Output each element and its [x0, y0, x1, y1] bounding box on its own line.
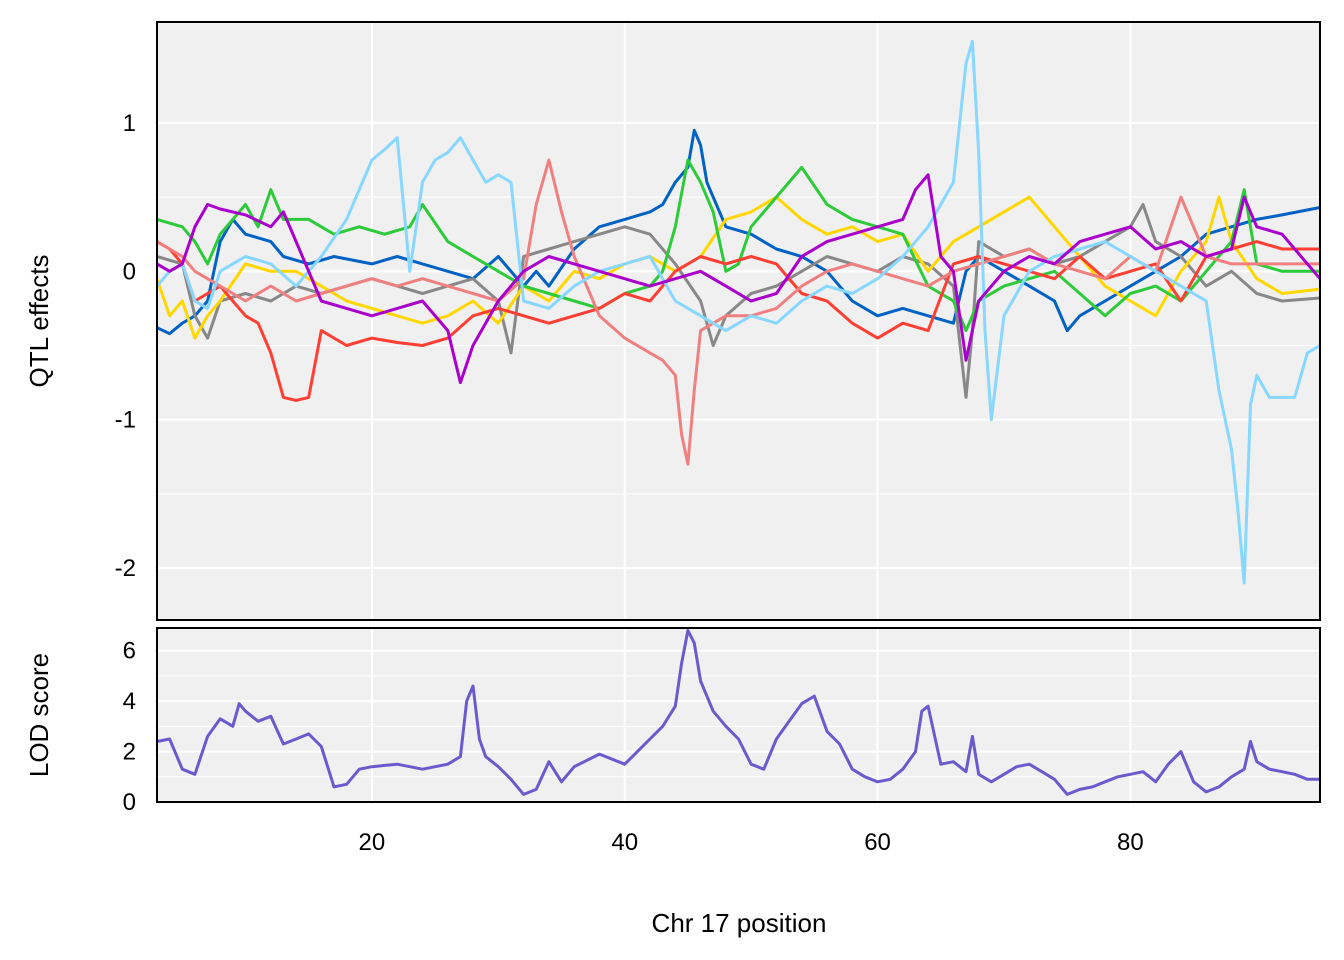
- lod-panel: 0 2 4 6 20 40 60 80 LOD score Chr 17 position: [24, 627, 1321, 938]
- x-tick-label: 20: [359, 829, 386, 856]
- effects-panel: 1 0 -1 -2 QTL effects: [24, 21, 1322, 621]
- lod-y-ticks: 0 2 4 6: [123, 638, 136, 816]
- effects-panel-background: [157, 22, 1320, 620]
- effects-y-tick-label: -2: [115, 555, 136, 582]
- effects-panel-border: [156, 21, 1321, 621]
- effects-y-ticks: 1 0 -1 -2: [115, 110, 136, 582]
- x-ticks: 20 40 60 80: [359, 829, 1144, 856]
- effects-series-line-4: [156, 158, 1320, 333]
- effects-series-line-7: [155, 39, 1321, 585]
- lod-series-line-1: [156, 629, 1320, 796]
- effects-series-line-1: [156, 128, 1321, 336]
- effects-y-tick-label: -1: [115, 407, 136, 434]
- lod-panel-background: [157, 628, 1320, 802]
- lod-y-tick-label: 4: [123, 688, 136, 715]
- effects-grid: [157, 22, 1320, 620]
- lod-panel-border: [156, 627, 1321, 803]
- effects-series-group: [155, 39, 1322, 585]
- effects-series-line-6: [156, 158, 1320, 466]
- lod-y-tick-label: 6: [123, 638, 136, 665]
- x-tick-label: 40: [611, 829, 638, 856]
- x-tick-label: 80: [1117, 829, 1144, 856]
- effects-series-line-5: [156, 240, 1320, 402]
- effects-series-line-8: [156, 173, 1322, 385]
- lod-series-group: [156, 629, 1320, 796]
- effects-y-tick-label: 1: [123, 110, 136, 137]
- lod-y-axis-title: LOD score: [24, 653, 54, 777]
- effects-y-axis-title: QTL effects: [24, 255, 54, 388]
- lod-y-tick-label: 0: [123, 789, 136, 816]
- lod-y-tick-label: 2: [123, 739, 136, 766]
- effects-y-tick-label: 0: [123, 258, 136, 285]
- x-tick-label: 60: [864, 829, 891, 856]
- x-axis-title: Chr 17 position: [652, 908, 827, 938]
